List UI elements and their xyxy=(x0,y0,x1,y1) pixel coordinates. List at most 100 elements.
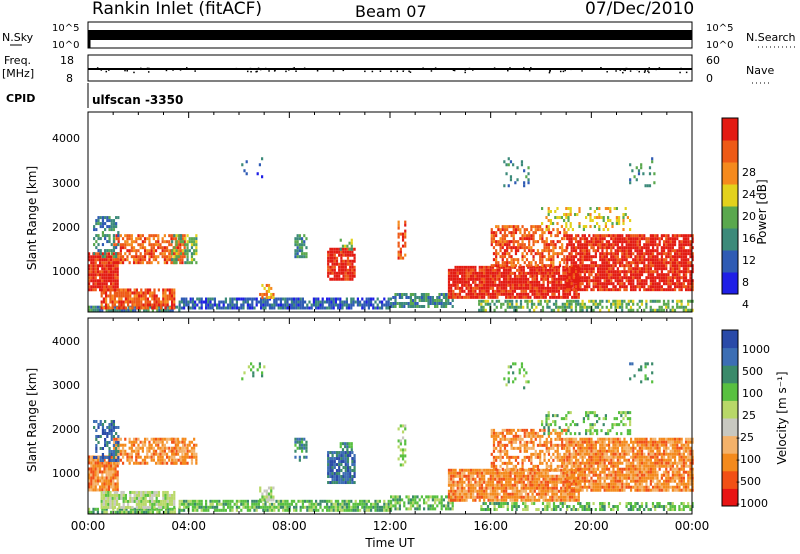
heat-cell xyxy=(515,305,518,309)
heat-cell xyxy=(389,499,392,503)
heat-cell xyxy=(517,258,520,262)
heat-cell xyxy=(520,265,523,269)
heat-cell xyxy=(569,207,572,211)
heat-cell xyxy=(249,303,252,307)
heat-cell xyxy=(662,258,666,262)
heat-cell xyxy=(101,225,105,229)
heat-cell xyxy=(524,283,528,287)
heat-cell xyxy=(581,261,584,265)
power-colorbar-bin xyxy=(722,162,738,185)
heat-cell xyxy=(458,295,462,299)
heat-cell xyxy=(456,286,459,290)
heat-cell xyxy=(94,461,97,465)
heat-cell xyxy=(361,499,364,503)
heat-cell xyxy=(596,243,600,247)
heat-cell xyxy=(387,303,390,307)
freq-point xyxy=(364,70,366,73)
heat-cell xyxy=(370,297,373,301)
heat-cell xyxy=(612,270,615,274)
heat-cell xyxy=(365,300,368,304)
heat-cell xyxy=(478,299,481,303)
heat-cell xyxy=(179,237,183,241)
heat-cell xyxy=(412,292,415,296)
heat-cell xyxy=(494,283,497,287)
heat-cell xyxy=(352,297,355,301)
heat-cell xyxy=(116,479,119,483)
heat-cell xyxy=(676,299,679,303)
heat-cell xyxy=(588,243,591,247)
heat-cell xyxy=(535,274,539,278)
heat-cell xyxy=(434,298,437,302)
heat-cell xyxy=(317,306,320,310)
heat-cell xyxy=(512,258,515,262)
heat-cell xyxy=(117,452,120,456)
heat-cell xyxy=(359,502,362,506)
heat-cell xyxy=(647,264,650,268)
heat-cell xyxy=(387,306,390,310)
heat-cell xyxy=(518,277,521,281)
heat-cell xyxy=(179,446,182,450)
heat-cell xyxy=(187,303,190,307)
heat-cell xyxy=(678,282,681,286)
heat-cell xyxy=(541,237,544,241)
heat-cell xyxy=(447,289,451,293)
heat-cell xyxy=(148,258,151,262)
freq-point xyxy=(133,71,135,74)
heat-cell xyxy=(499,255,502,259)
heat-cell xyxy=(560,295,563,299)
heat-cell xyxy=(330,508,333,512)
heat-cell xyxy=(535,265,539,269)
heat-cell xyxy=(509,160,513,164)
heat-cell xyxy=(348,502,351,506)
heat-cell xyxy=(609,210,612,214)
heat-cell xyxy=(398,301,401,305)
heat-cell xyxy=(467,265,470,269)
heat-cell xyxy=(401,235,405,239)
heat-cell xyxy=(573,280,576,284)
heat-cell xyxy=(99,255,102,259)
heat-cell xyxy=(562,274,565,278)
heat-cell xyxy=(88,264,91,268)
heat-cell xyxy=(492,252,496,256)
heat-cell xyxy=(118,507,121,511)
heat-cell xyxy=(331,469,334,473)
heat-cell xyxy=(496,265,499,269)
freq-point xyxy=(430,68,432,70)
heat-cell xyxy=(130,455,133,459)
heat-cell xyxy=(472,280,475,284)
heat-cell xyxy=(553,295,556,299)
heat-cell xyxy=(621,237,624,241)
heat-cell xyxy=(660,305,663,309)
heat-cell xyxy=(155,493,158,497)
heat-cell xyxy=(188,440,191,444)
heat-cell xyxy=(209,297,212,301)
heat-cell xyxy=(161,449,164,453)
freq-point xyxy=(179,69,182,71)
heat-cell xyxy=(149,510,152,514)
heat-cell xyxy=(110,434,113,438)
heat-cell xyxy=(194,300,197,304)
heat-cell xyxy=(123,308,126,312)
heat-cell xyxy=(300,255,304,259)
heat-cell xyxy=(94,482,97,486)
heat-cell xyxy=(528,234,531,238)
heat-cell xyxy=(282,303,285,307)
heat-cell xyxy=(503,225,507,229)
heat-cell xyxy=(143,237,147,241)
heat-cell xyxy=(524,292,528,296)
heat-cell xyxy=(164,297,167,301)
freq-point xyxy=(559,70,562,73)
heat-cell xyxy=(625,273,628,277)
heat-cell xyxy=(116,464,119,468)
heat-cell xyxy=(593,210,596,214)
heat-cell xyxy=(88,288,91,292)
heat-cell xyxy=(527,286,530,290)
heat-cell xyxy=(327,475,330,479)
heat-cell xyxy=(542,274,545,278)
heat-cell xyxy=(601,249,604,253)
heat-cell xyxy=(135,237,138,241)
heat-cell xyxy=(111,294,114,298)
heat-cell xyxy=(137,234,140,238)
heat-cell xyxy=(533,289,536,293)
heat-cell xyxy=(480,283,484,287)
